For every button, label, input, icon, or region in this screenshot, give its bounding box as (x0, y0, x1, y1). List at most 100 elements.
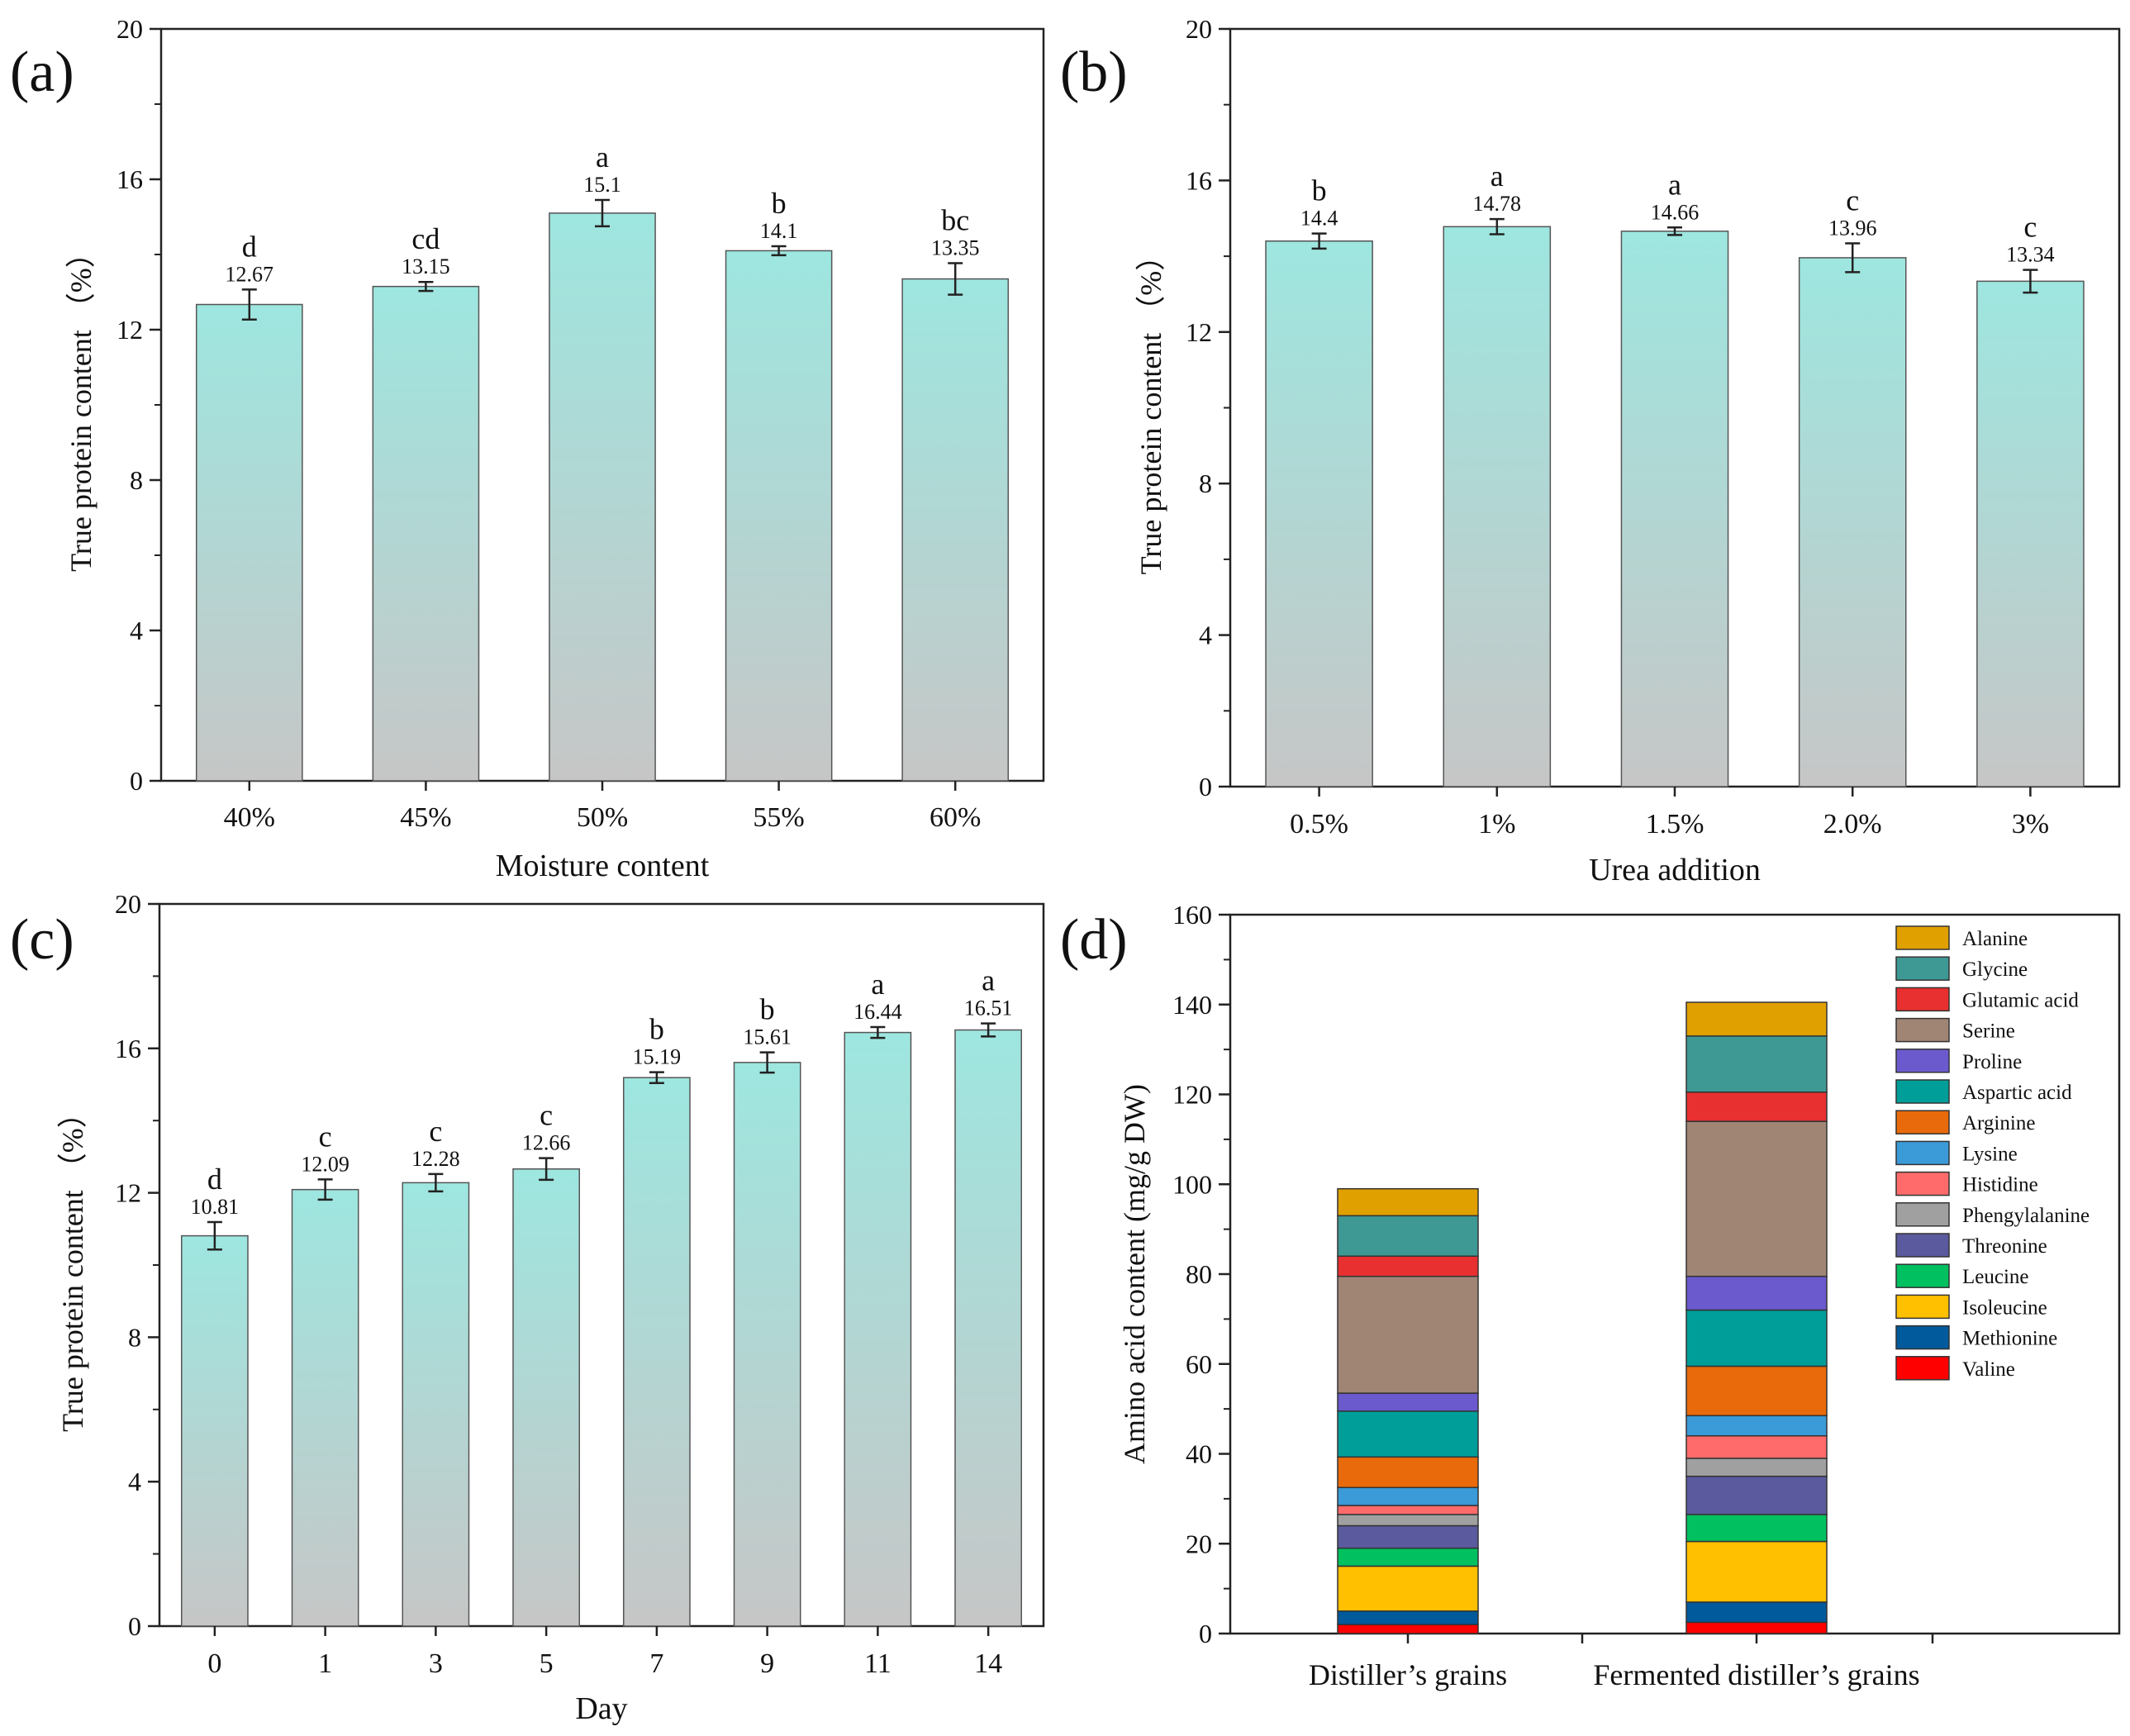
stack-segment-alanine (1337, 1187, 1479, 1217)
legend-label: Threonine (1962, 1235, 2047, 1258)
x-tick-label: 5 (540, 1648, 554, 1679)
y-tick-label: 100 (1172, 1169, 1212, 1199)
y-tick-label: 12 (116, 315, 143, 345)
legend-label: Phengylalanine (1962, 1205, 2090, 1227)
panel-label: (c) (10, 908, 74, 972)
chart-panel-b: 0 4 8 12 16 20 True protein content （%） (b) 14.4… (1060, 14, 2121, 887)
legend-swatch (1895, 1171, 1950, 1196)
y-tick-label: 16 (115, 1034, 141, 1063)
x-tick-label: 3% (2012, 809, 2049, 839)
legend-label: Lysine (1962, 1143, 2018, 1165)
bar (954, 1029, 1022, 1627)
y-tick-label: 60 (1186, 1349, 1212, 1379)
data-label: 12.66 (522, 1131, 571, 1155)
data-label: 13.34 (2006, 243, 2055, 267)
y-axis-label: True protein content （%） (56, 1098, 89, 1432)
x-tick-label: 1.5% (1646, 809, 1704, 839)
x-tick-label: Fermented distiller’s grains (1593, 1658, 1919, 1691)
data-label: 16.44 (853, 1000, 902, 1024)
stack-segment-arginine (1685, 1365, 1828, 1417)
data-label: 13.35 (931, 235, 980, 259)
bar (181, 1234, 249, 1627)
y-tick-label: 0 (130, 766, 143, 796)
significance-letter: a (1491, 159, 1504, 193)
bar (1976, 280, 2085, 787)
x-tick-label: 1% (1478, 809, 1515, 839)
legend-swatch (1895, 1356, 1950, 1381)
x-tick-label: 60% (929, 802, 981, 833)
stack-segment-threonine (1685, 1475, 1828, 1515)
stack-segment-serine (1337, 1275, 1479, 1394)
stack-segment-lysine (1685, 1415, 1828, 1437)
y-axis-label: True protein content （%） (1134, 241, 1167, 575)
data-label: 15.19 (633, 1045, 682, 1069)
legend-swatch (1895, 1017, 1950, 1043)
y-tick-label: 20 (115, 889, 141, 919)
y-tick-label: 160 (1172, 900, 1212, 930)
legend-swatch (1895, 925, 1950, 950)
data-label: 15.61 (743, 1025, 792, 1049)
stack-segment-proline (1685, 1275, 1828, 1311)
significance-letter: c (540, 1099, 553, 1132)
legend-label: Proline (1962, 1051, 2022, 1073)
stack-segment-methionine (1685, 1601, 1828, 1624)
data-label: 14.1 (760, 219, 798, 243)
y-tick-label: 8 (128, 1322, 141, 1352)
x-tick-label: 40% (224, 802, 275, 833)
legend-label: Serine (1962, 1020, 2015, 1043)
y-tick-label: 12 (1186, 317, 1212, 347)
x-tick-label: 14 (974, 1648, 1002, 1679)
significance-letter: a (596, 140, 609, 174)
bar (901, 278, 1010, 782)
y-tick-label: 20 (1186, 14, 1212, 44)
bar (195, 303, 303, 782)
legend-label: Arginine (1962, 1112, 2035, 1134)
data-label: 13.15 (402, 254, 450, 278)
x-axis-label: Moisture content (496, 849, 710, 883)
legend-label: Methionine (1962, 1328, 2057, 1350)
significance-letter: bc (941, 203, 969, 236)
y-tick-label: 12 (115, 1178, 141, 1208)
bar (549, 212, 656, 782)
y-tick-label: 0 (1199, 772, 1212, 801)
y-tick-label: 140 (1172, 990, 1212, 1020)
bar (1265, 240, 1373, 787)
stack-segment-valine (1685, 1621, 1828, 1634)
stack-segment-phengylalanine (1685, 1458, 1828, 1477)
legend-swatch (1895, 1233, 1950, 1258)
panel-label: (d) (1060, 908, 1128, 972)
x-tick-label: 9 (760, 1648, 774, 1679)
significance-letter: a (871, 968, 884, 1001)
stack-segment-methionine (1337, 1610, 1479, 1625)
legend-label: Leucine (1962, 1266, 2029, 1288)
significance-letter: d (207, 1163, 222, 1196)
legend-label: Alanine (1962, 928, 2028, 950)
bar (402, 1182, 470, 1627)
x-axis-label: Day (575, 1691, 627, 1726)
stack-segment-isoleucine (1685, 1540, 1828, 1603)
stack-segment-alanine (1685, 1001, 1828, 1037)
significance-letter: c (319, 1120, 332, 1153)
significance-letter: b (760, 993, 775, 1026)
x-tick-label: 2.0% (1823, 809, 1882, 839)
x-tick-label: Distiller’s grains (1309, 1658, 1507, 1691)
data-label: 16.51 (964, 996, 1013, 1020)
stack-segment-proline (1337, 1392, 1479, 1412)
y-tick-label: 0 (128, 1611, 141, 1641)
stack-segment-isoleucine (1337, 1565, 1479, 1612)
stack-segment-serine (1685, 1120, 1828, 1277)
x-tick-label: 50% (577, 802, 628, 833)
data-label: 14.4 (1300, 207, 1338, 231)
stack-segment-valine (1337, 1624, 1479, 1634)
data-label: 14.78 (1473, 192, 1522, 216)
data-label: 14.66 (1651, 200, 1700, 224)
y-tick-label: 0 (1199, 1619, 1212, 1648)
y-tick-label: 120 (1172, 1080, 1212, 1110)
y-tick-label: 4 (130, 616, 143, 645)
panel-label: (a) (10, 40, 74, 104)
y-tick-label: 80 (1186, 1259, 1212, 1289)
significance-letter: b (1312, 174, 1327, 207)
data-label: 15.1 (583, 173, 621, 197)
y-tick-label: 20 (1186, 1529, 1212, 1558)
legend-swatch (1895, 1049, 1950, 1073)
